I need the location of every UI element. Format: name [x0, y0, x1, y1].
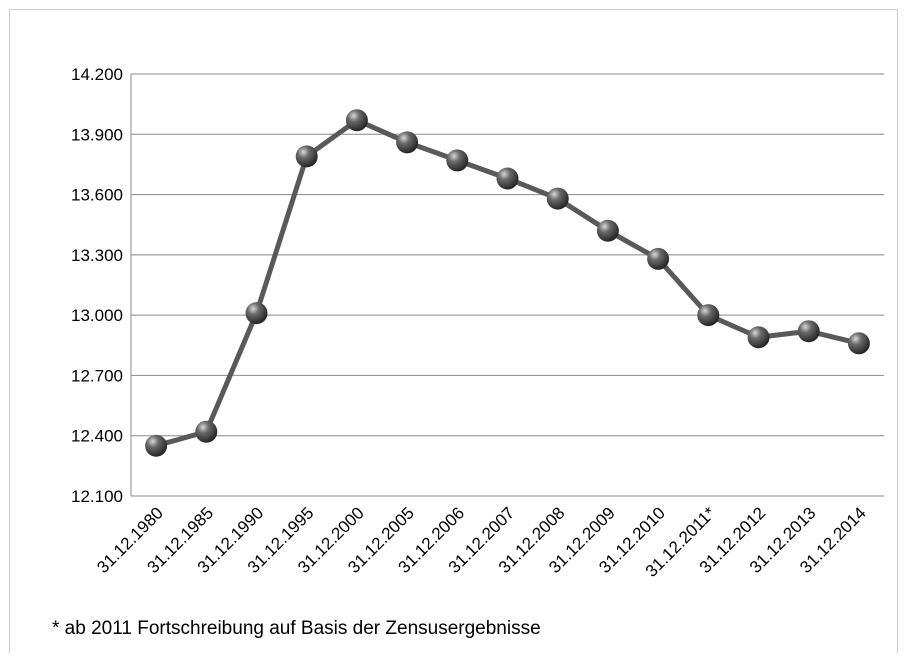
annotation: * ab 2011 Fortschreibung auf Basis der Z… [52, 618, 541, 639]
marker [145, 434, 168, 457]
marker [546, 187, 569, 210]
marker [195, 420, 218, 443]
frame [9, 9, 898, 658]
marker [345, 109, 368, 132]
marker [396, 131, 419, 154]
marker [797, 320, 820, 343]
marker [245, 302, 268, 325]
y-tick-label: 12.400 [71, 427, 123, 446]
marker [697, 304, 720, 327]
marker [647, 247, 670, 270]
marker [295, 145, 318, 168]
marker [446, 149, 469, 172]
y-tick-label: 13.000 [71, 306, 123, 325]
y-tick-label: 13.600 [71, 186, 123, 205]
y-tick-label: 13.900 [71, 125, 123, 144]
y-tick-label: 14.200 [71, 65, 123, 84]
y-tick-label: 13.300 [71, 246, 123, 265]
y-tick-label: 12.700 [71, 366, 123, 385]
marker [847, 332, 870, 355]
marker [496, 167, 519, 190]
y-tick-label: 12.100 [71, 487, 123, 506]
marker [596, 219, 619, 242]
marker [747, 326, 770, 349]
